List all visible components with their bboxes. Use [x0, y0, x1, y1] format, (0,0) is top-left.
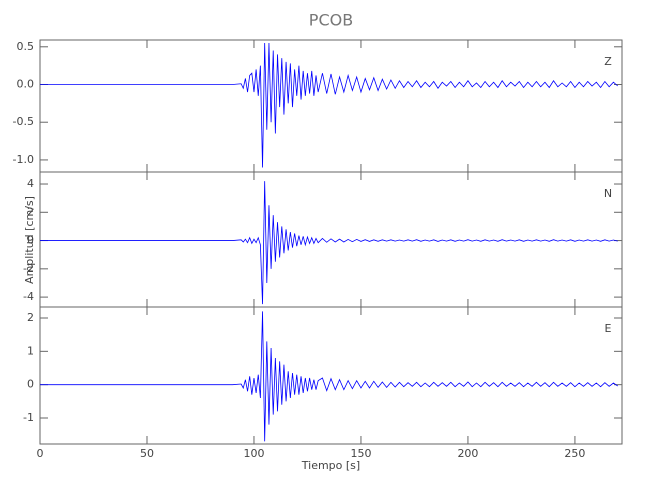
- x-tick-label: 200: [457, 447, 478, 460]
- waveform: [40, 311, 618, 442]
- y-tick-label: -4: [23, 290, 34, 303]
- y-tick-label: 0.5: [17, 40, 35, 53]
- y-tick-label: -2: [23, 262, 34, 275]
- chart-title: PCOB: [309, 11, 353, 30]
- y-tick-label: 2: [27, 311, 34, 324]
- x-tick-label: 100: [243, 447, 264, 460]
- x-tick-label: 150: [350, 447, 371, 460]
- y-tick-label: -1: [23, 411, 34, 424]
- channel-label: Z: [604, 55, 612, 68]
- y-tick-label: -0.5: [13, 115, 34, 128]
- y-tick-label: 0.0: [17, 78, 35, 91]
- y-tick-label: 4: [27, 177, 34, 190]
- y-axis-label: Amplitud [cm/s]: [23, 196, 36, 284]
- waveform: [40, 43, 618, 168]
- panel-frame: [39, 39, 623, 173]
- waveform: [40, 181, 618, 305]
- channel-label: E: [605, 322, 612, 335]
- x-tick-label: 250: [564, 447, 585, 460]
- y-tick-label: -1.0: [13, 153, 34, 166]
- y-tick-label: 0: [27, 378, 34, 391]
- x-axis-label: Tiempo [s]: [301, 459, 360, 472]
- y-tick-label: 0: [27, 234, 34, 247]
- panel-frame: [39, 306, 623, 445]
- x-tick-label: 50: [140, 447, 154, 460]
- x-tick-label: 0: [37, 447, 44, 460]
- channel-label: N: [604, 187, 612, 200]
- panel-frame: [39, 171, 623, 308]
- y-tick-label: 1: [27, 344, 34, 357]
- y-tick-label: 2: [27, 205, 34, 218]
